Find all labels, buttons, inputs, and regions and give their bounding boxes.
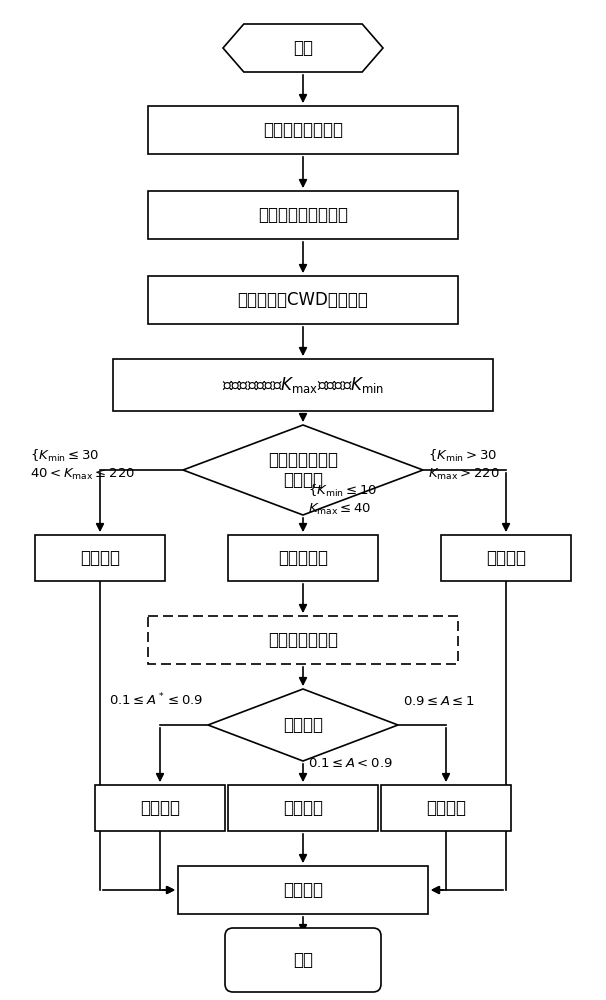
Bar [441,535,571,581]
Text: $40<K_{\mathrm{max}}\leq220$: $40<K_{\mathrm{max}}\leq220$ [30,467,135,482]
Polygon shape [183,425,423,515]
Text: 电压暂升: 电压暂升 [140,799,180,817]
Text: $0.1\leq A^*\leq0.9$: $0.1\leq A^*\leq0.9$ [108,691,203,708]
Text: 对信号求有效值: 对信号求有效值 [268,631,338,649]
Text: 用小波提取扰动分量: 用小波提取扰动分量 [258,206,348,224]
Text: 结束: 结束 [293,951,313,969]
Text: 电压暂降: 电压暂降 [283,799,323,817]
Text: 幅值类扰动: 幅值类扰动 [278,549,328,567]
Text: 暂态脉冲: 暂态脉冲 [486,549,526,567]
Text: $\{K_{\mathrm{min}}\leq30$: $\{K_{\mathrm{min}}\leq30$ [30,448,99,464]
Bar [148,191,458,239]
Text: 谱峭度的最大值$K_{\mathrm{max}}$和最小值$K_{\mathrm{min}}$: 谱峭度的最大值$K_{\mathrm{max}}$和最小值$K_{\mathrm… [222,375,384,395]
Bar [148,106,458,154]
Polygon shape [208,689,398,761]
Bar [148,616,458,664]
Text: 开始: 开始 [293,39,313,57]
Text: $\{K_{\mathrm{min}}>30$: $\{K_{\mathrm{min}}>30$ [428,448,497,464]
Bar [113,359,493,411]
Text: $\{K_{\mathrm{min}}\leq10$: $\{K_{\mathrm{min}}\leq10$ [308,483,377,499]
Text: $0.1\leq A<0.9$: $0.1\leq A<0.9$ [308,757,393,770]
Bar [178,866,428,914]
Bar [148,276,458,324]
Bar [95,785,225,831]
Text: 对其求基于CWD的谱峭度: 对其求基于CWD的谱峭度 [238,291,368,309]
Text: 电压中断: 电压中断 [426,799,466,817]
Text: 暂态振荡: 暂态振荡 [80,549,120,567]
Text: 输入未知扰动信号: 输入未知扰动信号 [263,121,343,139]
FancyBboxPatch shape [225,928,381,992]
Text: $K_{\mathrm{max}}\leq40$: $K_{\mathrm{max}}\leq40$ [308,502,371,517]
Text: $K_{\mathrm{max}}>220$: $K_{\mathrm{max}}>220$ [428,467,500,482]
Text: 判断幅度: 判断幅度 [283,716,323,734]
Text: 输出结果: 输出结果 [283,881,323,899]
Text: $0.9\leq A\leq1$: $0.9\leq A\leq1$ [403,695,475,708]
Bar [381,785,511,831]
Bar [228,535,378,581]
Bar [228,785,378,831]
Text: 判断最大、最小
值的范围: 判断最大、最小 值的范围 [268,451,338,489]
Bar [35,535,165,581]
Polygon shape [223,24,383,72]
